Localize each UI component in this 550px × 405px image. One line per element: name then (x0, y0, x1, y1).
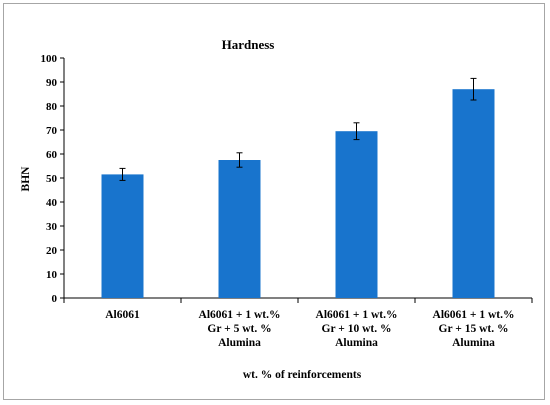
bar (452, 89, 495, 298)
y-tick-label: 90 (46, 77, 58, 89)
x-category-line: Alumina (335, 337, 378, 349)
x-categories: Al6061 Al6061 + 1 wt.% Gr + 5 wt. % Alumina… (105, 309, 514, 349)
chart-title: Hardness (222, 37, 275, 52)
x-category-label: Al6061 (105, 309, 140, 321)
x-category-line: Gr + 5 wt. % (207, 323, 271, 335)
y-tick-label: 50 (46, 173, 58, 185)
x-category-line: Alumina (452, 337, 495, 349)
bar (101, 174, 144, 298)
x-category-line: Alumina (218, 337, 261, 349)
x-category-label: Al6061 + 1 wt.% Gr + 15 wt. % Alumina (433, 309, 515, 349)
y-tick-label: 10 (46, 269, 58, 281)
y-tick-label: 30 (46, 221, 58, 233)
y-tick-label: 100 (41, 53, 58, 65)
y-ticks: 0 10 20 30 40 50 60 70 80 90 100 (41, 53, 64, 305)
x-category-line: Al6061 + 1 wt.% (199, 309, 281, 321)
x-category-line: Gr + 10 wt. % (322, 323, 392, 335)
y-tick-label: 0 (52, 293, 58, 305)
x-category-line: Al6061 (105, 309, 140, 321)
bar (218, 160, 261, 298)
y-axis-label: BHN (20, 166, 32, 192)
y-tick-label: 80 (46, 101, 58, 113)
x-axis-label: wt. % of reinforcements (243, 369, 362, 381)
x-category-label: Al6061 + 1 wt.% Gr + 5 wt. % Alumina (199, 309, 281, 349)
y-tick-label: 60 (46, 149, 58, 161)
y-tick-label: 40 (46, 197, 58, 209)
x-category-label: Al6061 + 1 wt.% Gr + 10 wt. % Alumina (316, 309, 398, 349)
y-tick-label: 20 (46, 245, 58, 257)
y-tick-label: 70 (46, 125, 58, 137)
bar (335, 131, 378, 298)
bars (101, 77, 495, 298)
x-category-line: Al6061 + 1 wt.% (433, 309, 515, 321)
x-category-line: Gr + 15 wt. % (439, 323, 509, 335)
x-category-line: Al6061 + 1 wt.% (316, 309, 398, 321)
